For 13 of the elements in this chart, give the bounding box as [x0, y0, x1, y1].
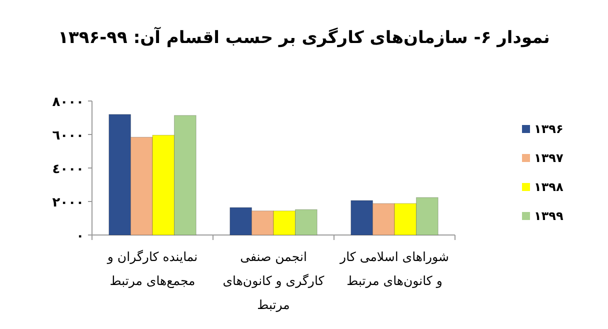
y-tick-label: ٠: [76, 229, 84, 244]
legend-label: ۱۳۹۸: [534, 180, 564, 194]
x-tick-label: انجمن صنفی کارگری و کانون‌های مرتبط: [222, 248, 326, 314]
legend-label: ۱۳۹۷: [534, 151, 564, 165]
y-tick-label: ٤٠٠٠: [52, 162, 84, 177]
x-tick-label: شوراهای اسلامی کار و کانون‌های مرتبط: [340, 248, 449, 290]
y-tick-label: ٦٠٠٠: [52, 128, 84, 144]
x-tick-label: نماینده کارگران و مجمع‌های مرتبط: [106, 248, 199, 290]
y-tick-label: ٨٠٠٠: [52, 95, 84, 110]
legend-label: ۱۳۹۹: [534, 209, 564, 223]
legend-label: ۱۳۹۶: [534, 122, 564, 136]
chart-title: نمودار ۶- سازمان‌های کارگری بر حسب اقسام آن: ۹۹-۱۳۹۶: [57, 28, 551, 48]
y-tick-label: ٢٠٠٠: [52, 196, 84, 210]
